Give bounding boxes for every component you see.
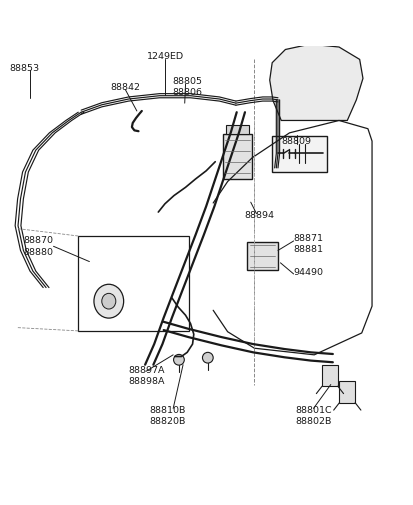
Text: 88897A: 88897A — [128, 366, 165, 375]
Text: 88810B: 88810B — [149, 406, 185, 415]
Text: 88870: 88870 — [23, 236, 53, 245]
Bar — [271, 136, 326, 172]
Ellipse shape — [102, 293, 116, 309]
Text: 88898A: 88898A — [128, 377, 165, 386]
Text: 88894: 88894 — [244, 211, 273, 220]
Text: 88801C: 88801C — [295, 406, 332, 415]
Bar — [78, 236, 188, 331]
Circle shape — [173, 355, 184, 365]
Text: 88820B: 88820B — [149, 417, 185, 426]
Text: 1249ED: 1249ED — [147, 52, 184, 61]
Text: 88802B: 88802B — [295, 417, 331, 426]
Text: 88880: 88880 — [23, 248, 53, 257]
Bar — [247, 242, 278, 270]
Ellipse shape — [94, 284, 123, 318]
Text: 94490: 94490 — [293, 268, 323, 277]
Text: 88805: 88805 — [171, 77, 202, 86]
Text: 88881: 88881 — [293, 245, 323, 254]
Text: 88809: 88809 — [280, 137, 311, 146]
Bar — [339, 381, 354, 402]
Bar — [225, 125, 249, 134]
Bar — [321, 365, 337, 386]
Text: 88806: 88806 — [171, 88, 202, 97]
Text: 88853: 88853 — [9, 65, 39, 73]
Polygon shape — [269, 44, 362, 121]
Bar — [222, 134, 252, 179]
Text: 88871: 88871 — [293, 233, 323, 242]
Text: 88842: 88842 — [110, 83, 140, 92]
Circle shape — [202, 352, 213, 363]
